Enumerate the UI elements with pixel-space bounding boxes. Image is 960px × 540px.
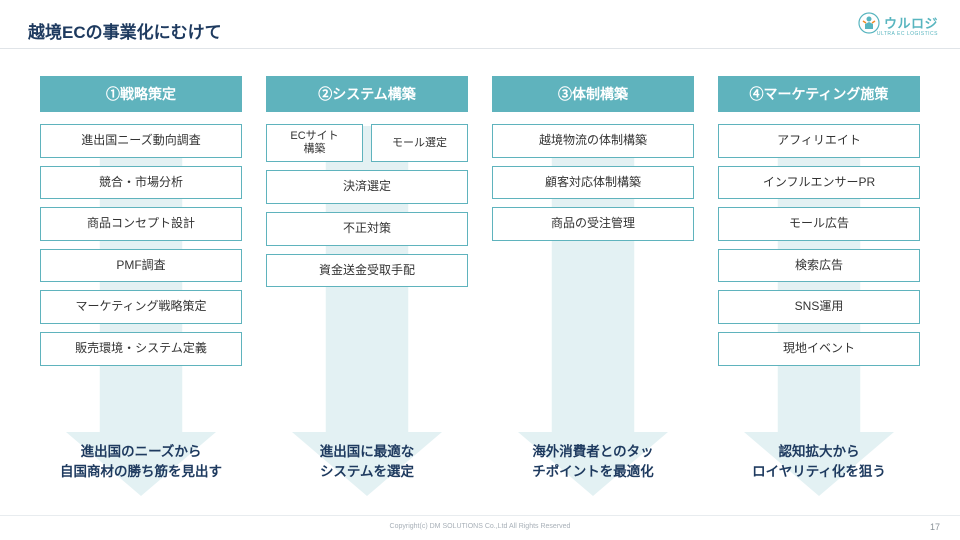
column-header: ②システム構築 (266, 76, 468, 112)
column-2: ②システム構築 ECサイト 構築モール選定決済選定不正対策資金送金受取手配 (266, 76, 468, 366)
page-number: 17 (930, 522, 940, 532)
box: 越境物流の体制構築 (492, 124, 694, 158)
box: 資金送金受取手配 (266, 254, 468, 288)
box: ECサイト 構築 (266, 124, 363, 162)
column-boxes: アフィリエイトインフルエンサーPR モール広告検索広告 SNS運用現地イベント (718, 124, 920, 366)
caption-line: 認知拡大から (718, 442, 920, 462)
logo-subtext: ULTRA EC LOGISTICS (877, 31, 938, 37)
box: マーケティング戦略策定 (40, 290, 242, 324)
box: 顧客対応体制構築 (492, 166, 694, 200)
box: 商品コンセプト設計 (40, 207, 242, 241)
box: モール選定 (371, 124, 468, 162)
box: 不正対策 (266, 212, 468, 246)
title-divider (0, 48, 960, 49)
box: 販売環境・システム定義 (40, 332, 242, 366)
caption-line: チポイントを最適化 (492, 462, 694, 482)
caption-line: 海外消費者とのタッ (492, 442, 694, 462)
box-pair: ECサイト 構築モール選定 (266, 124, 468, 162)
box: 進出国ニーズ動向調査 (40, 124, 242, 158)
column-4: ④マーケティング施策アフィリエイトインフルエンサーPR モール広告検索広告 SNS運… (718, 76, 920, 366)
column-1: ①戦略策定進出国ニーズ動向調査競合・市場分析商品コンセプト設計 PMF調査マーケテ… (40, 76, 242, 366)
box: 検索広告 (718, 249, 920, 283)
columns-container: ①戦略策定進出国ニーズ動向調査競合・市場分析商品コンセプト設計 PMF調査マーケテ… (40, 76, 920, 366)
caption-line: 進出国のニーズから (40, 442, 242, 462)
slide-title: 越境ECの事業化にむけて (28, 18, 222, 43)
column-caption: 進出国に最適なシステムを選定 (266, 442, 468, 483)
box: 決済選定 (266, 170, 468, 204)
column-header: ①戦略策定 (40, 76, 242, 112)
box: 競合・市場分析 (40, 166, 242, 200)
column-boxes: ECサイト 構築モール選定決済選定不正対策資金送金受取手配 (266, 124, 468, 287)
footer-divider (0, 515, 960, 516)
box: PMF調査 (40, 249, 242, 283)
logo-text: ウルロジ (884, 16, 938, 31)
column-caption: 認知拡大からロイヤリティ化を狙う (718, 442, 920, 483)
captions-container: 進出国のニーズから自国商材の勝ち筋を見出す進出国に最適なシステムを選定海外消費者… (40, 442, 920, 483)
box: アフィリエイト (718, 124, 920, 158)
caption-line: 自国商材の勝ち筋を見出す (40, 462, 242, 482)
logo: ウルロジ ULTRA EC LOGISTICS (858, 12, 938, 34)
column-boxes: 進出国ニーズ動向調査競合・市場分析商品コンセプト設計 PMF調査マーケティング戦略… (40, 124, 242, 366)
box: インフルエンサーPR (718, 166, 920, 200)
column-header: ③体制構築 (492, 76, 694, 112)
box: 商品の受注管理 (492, 207, 694, 241)
column-boxes: 越境物流の体制構築顧客対応体制構築商品の受注管理 (492, 124, 694, 241)
box: モール広告 (718, 207, 920, 241)
column-header: ④マーケティング施策 (718, 76, 920, 112)
box: SNS運用 (718, 290, 920, 324)
box: 現地イベント (718, 332, 920, 366)
column-caption: 進出国のニーズから自国商材の勝ち筋を見出す (40, 442, 242, 483)
caption-line: ロイヤリティ化を狙う (718, 462, 920, 482)
column-caption: 海外消費者とのタッチポイントを最適化 (492, 442, 694, 483)
caption-line: 進出国に最適な (266, 442, 468, 462)
caption-line: システムを選定 (266, 462, 468, 482)
footer-copyright: Copyright(c) DM SOLUTIONS Co.,Ltd All Ri… (0, 523, 960, 530)
column-3: ③体制構築越境物流の体制構築顧客対応体制構築商品の受注管理 (492, 76, 694, 366)
